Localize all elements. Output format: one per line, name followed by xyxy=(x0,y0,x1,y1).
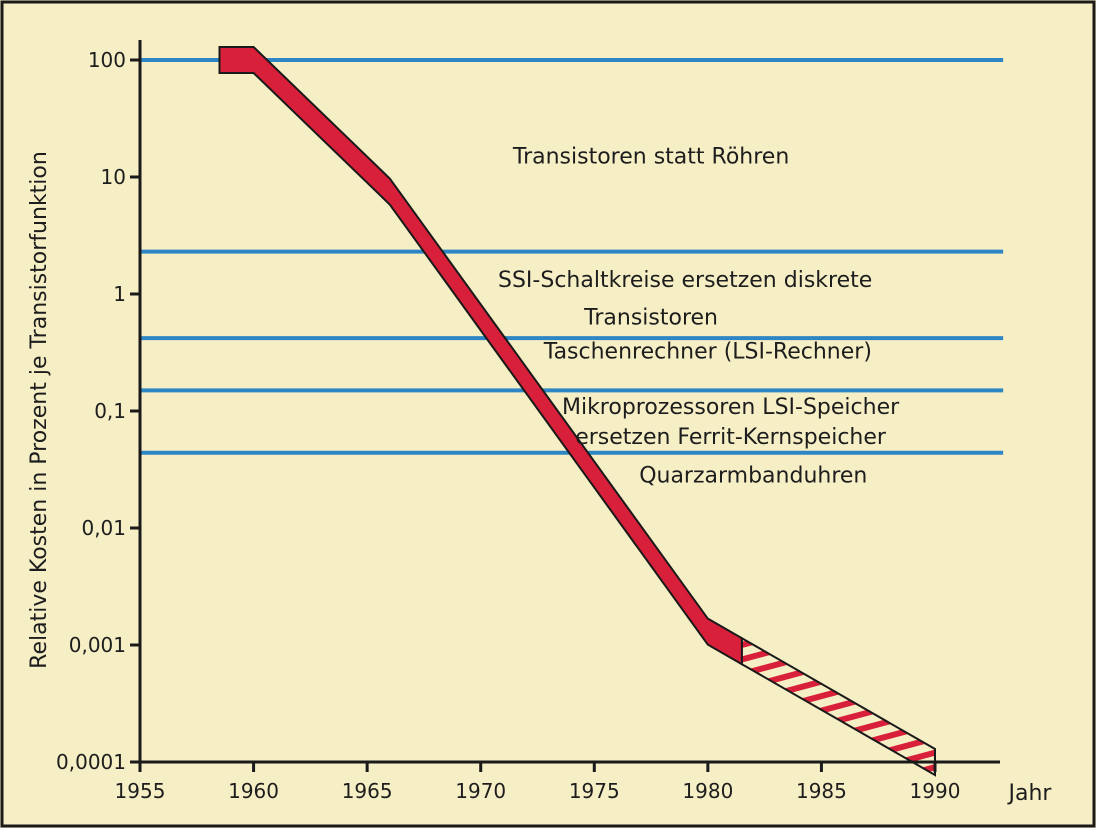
x-tick-label: 1955 xyxy=(115,779,166,803)
y-tick-label: 0,001 xyxy=(69,633,126,657)
annotation-label: Taschenrechner (LSI-Rechner) xyxy=(543,340,872,365)
x-tick-label: 1975 xyxy=(569,779,620,803)
x-tick-label: 1965 xyxy=(342,779,393,803)
y-tick-label: 100 xyxy=(88,48,126,72)
x-tick-label: 1985 xyxy=(796,779,847,803)
y-tick-label: 1 xyxy=(113,282,126,306)
x-tick-label: 1990 xyxy=(910,779,961,803)
y-tick-label: 0,01 xyxy=(81,516,126,540)
annotation-label: Transistoren statt Röhren xyxy=(512,145,789,170)
annotation-label: Quarzarmbanduhren xyxy=(639,463,867,488)
cost-band-projected xyxy=(740,636,936,777)
axes: 100 10 1 0,1 0,01 0,001 0,0001 1955 1960 1965 1970… xyxy=(56,40,1000,803)
annotation-label: ersetzen Ferrit-Kernspeicher xyxy=(575,425,887,450)
reference-lines xyxy=(140,58,1004,455)
x-axis-label: Jahr xyxy=(1007,781,1053,806)
y-tick-label: 0,0001 xyxy=(56,750,126,774)
annotation-label: SSI-Schaltkreise ersetzen diskrete xyxy=(498,268,872,293)
y-axis-label: Relative Kosten in Prozent je Transistor… xyxy=(27,151,52,669)
y-tick-label: 0,1 xyxy=(94,399,126,423)
x-tick-label: 1960 xyxy=(228,779,279,803)
y-tick-label: 10 xyxy=(101,165,126,189)
annotations: Transistoren statt Röhren SSI-Schaltkreis… xyxy=(498,145,900,489)
annotation-label: Transistoren xyxy=(583,305,718,330)
x-tick-label: 1970 xyxy=(455,779,506,803)
cost-band xyxy=(218,46,936,777)
x-tick-label: 1980 xyxy=(682,779,733,803)
annotation-label: Mikroprozessoren LSI-Speicher xyxy=(562,395,900,420)
